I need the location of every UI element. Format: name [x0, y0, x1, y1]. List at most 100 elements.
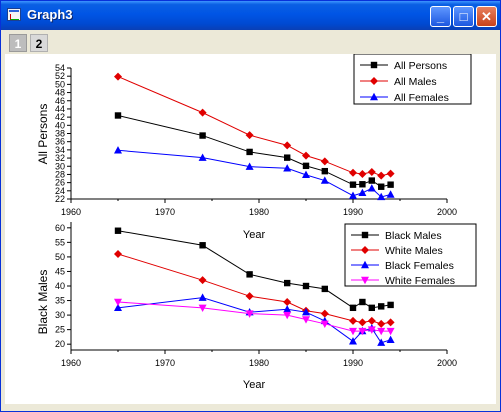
- graph-canvas[interactable]: 1960 1970 1980 1990 2000 22 24 26 28 30 32 34 36 38 40…: [5, 53, 496, 404]
- y-axis-label: Black Males: [36, 270, 50, 335]
- layer-tab-2[interactable]: 2: [30, 34, 48, 52]
- x-tick-label: 2000: [437, 207, 457, 217]
- series-all-females: [114, 146, 395, 201]
- data-point: [386, 318, 395, 327]
- data-point: [114, 227, 122, 234]
- data-point: [377, 319, 386, 328]
- data-point: [114, 112, 122, 119]
- data-point: [245, 310, 254, 318]
- data-point: [321, 285, 328, 293]
- series-white-females: [114, 298, 395, 336]
- y-tick-label: 40: [55, 281, 65, 291]
- legend-label: All Males: [394, 76, 437, 88]
- y-tick-label: 55: [55, 237, 65, 247]
- legend-label: White Females: [385, 275, 455, 287]
- legend: Black Males White Males Black Females White…: [344, 223, 477, 287]
- data-point: [283, 298, 292, 306]
- y-tick-label: 42: [55, 112, 65, 122]
- data-point: [283, 141, 292, 150]
- plot-panel-2: 1960 1970 1980 1990 2000 20 25 30 35 40 45 50 55 60 Bl…: [36, 222, 477, 391]
- data-point: [367, 316, 376, 325]
- data-point: [386, 327, 395, 336]
- x-tick-label: 1970: [155, 207, 175, 217]
- data-point: [358, 327, 367, 336]
- data-point: [198, 153, 207, 161]
- plot-panel-1: 1960 1970 1980 1990 2000 22242628303234363840…: [36, 53, 472, 241]
- close-button[interactable]: ✕: [476, 6, 497, 27]
- data-point: [284, 154, 291, 161]
- data-point: [302, 316, 310, 324]
- data-point: [302, 282, 310, 290]
- series-line: [117, 115, 391, 188]
- legend-marker: [370, 61, 378, 69]
- data-point: [284, 279, 291, 287]
- legend: All Persons All Males All Females: [353, 53, 472, 105]
- x-tick-label: 1960: [61, 358, 81, 368]
- data-point: [378, 303, 385, 310]
- layer-tab-1[interactable]: 1: [9, 34, 27, 52]
- data-point: [199, 242, 206, 249]
- data-point: [198, 293, 207, 301]
- y-tick-label: 52: [55, 71, 65, 81]
- data-point: [198, 108, 207, 117]
- data-point: [367, 167, 376, 176]
- legend-label: Black Males: [385, 230, 442, 242]
- series-line: [117, 149, 391, 198]
- y-tick-label: 20: [55, 339, 65, 349]
- y-tick-label: 38: [55, 129, 65, 139]
- data-point: [368, 304, 375, 312]
- x-tick-label: 1990: [343, 207, 363, 217]
- legend-marker: [361, 231, 369, 239]
- series-all-persons: [114, 112, 394, 190]
- x-tick-label: 1980: [249, 358, 269, 368]
- y-tick-label: 28: [55, 169, 65, 179]
- legend-marker: [361, 246, 369, 254]
- title-bar[interactable]: Graph3 _ □ ✕: [1, 1, 500, 30]
- legend-marker: [361, 260, 369, 269]
- data-point: [358, 318, 367, 327]
- y-tick-label: 60: [55, 223, 65, 233]
- x-tick-label: 2000: [437, 358, 457, 368]
- legend-marker: [370, 92, 378, 101]
- data-point: [302, 151, 310, 160]
- data-point: [114, 298, 122, 307]
- data-point: [378, 183, 385, 190]
- data-point: [320, 157, 329, 166]
- data-point: [377, 171, 386, 180]
- data-point: [320, 176, 329, 184]
- y-tick-label: 30: [55, 310, 65, 320]
- data-point: [386, 335, 395, 344]
- data-point: [387, 181, 394, 188]
- y-tick-label: 36: [55, 137, 65, 147]
- legend-label: All Females: [394, 92, 449, 104]
- legend-label: White Males: [385, 245, 443, 257]
- maximize-button[interactable]: □: [453, 6, 474, 27]
- data-point: [349, 168, 357, 177]
- y-tick-label: 24: [55, 186, 65, 196]
- graph-window-icon[interactable]: [7, 8, 21, 21]
- series-line: [117, 76, 391, 177]
- data-point: [199, 132, 206, 139]
- y-tick-label: 50: [55, 79, 65, 89]
- y-tick-label: 35: [55, 296, 65, 306]
- y-tick-label: 32: [55, 153, 65, 163]
- y-tick-label: 50: [55, 252, 65, 262]
- legend-marker: [361, 276, 369, 285]
- y-tick-label: 25: [55, 325, 65, 335]
- minimize-button[interactable]: _: [430, 6, 451, 27]
- series-white-males: [114, 250, 395, 328]
- y-tick-label: 44: [55, 104, 65, 114]
- data-point: [349, 181, 357, 188]
- x-tick-label: 1960: [61, 207, 81, 217]
- data-point: [386, 169, 395, 178]
- data-point: [358, 170, 367, 179]
- data-point: [302, 162, 310, 170]
- y-tick-label: 30: [55, 161, 65, 171]
- data-point: [377, 338, 386, 346]
- window-title: Graph3: [27, 7, 73, 22]
- y-axis-label: All Persons: [36, 104, 50, 165]
- data-point: [198, 276, 207, 285]
- data-point: [114, 72, 122, 81]
- data-point: [320, 320, 329, 329]
